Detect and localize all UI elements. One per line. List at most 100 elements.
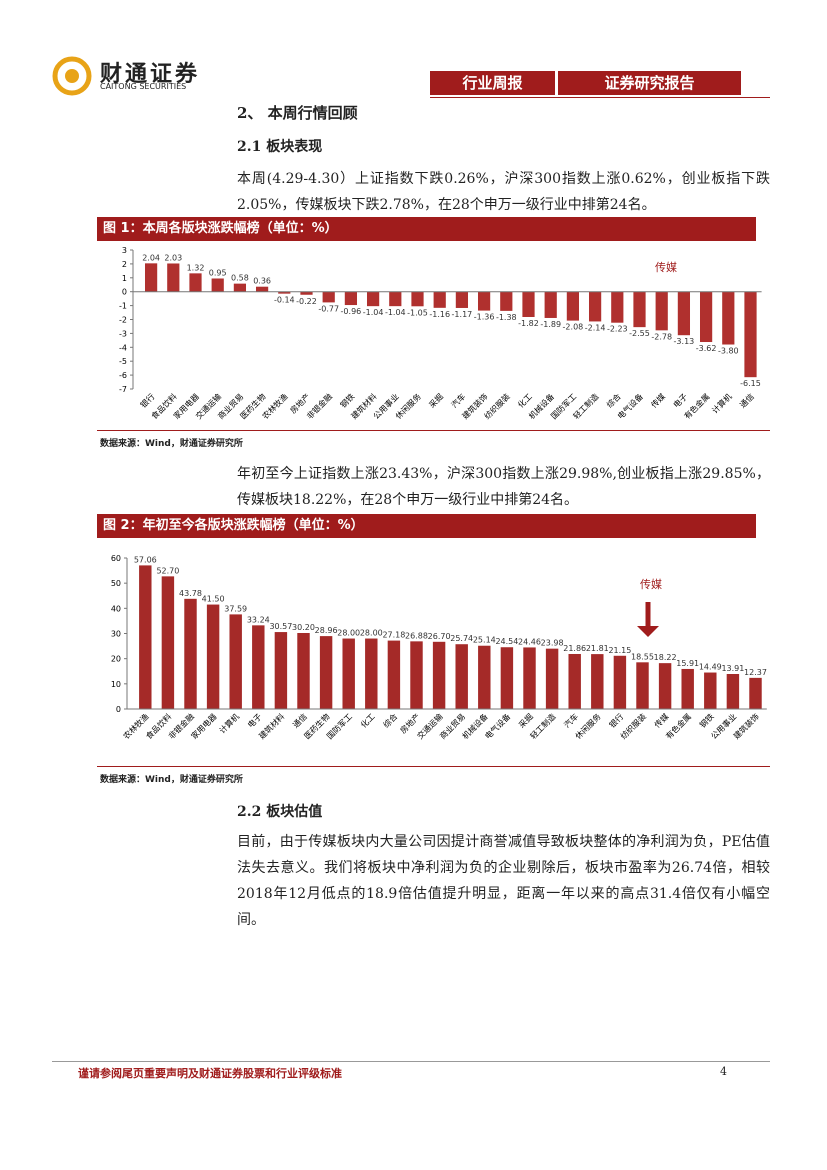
data-label: 28.96 (315, 626, 338, 635)
footer-rule (52, 1061, 770, 1062)
data-label: -1.36 (474, 313, 495, 322)
rule (97, 766, 770, 767)
rule (97, 430, 770, 431)
data-label: -2.08 (563, 323, 584, 332)
data-label: -0.96 (341, 307, 362, 316)
bar (433, 291, 446, 308)
data-label: -2.78 (651, 332, 672, 341)
bar (749, 677, 762, 709)
data-label: -1.89 (540, 320, 561, 329)
data-label: -1.04 (385, 308, 406, 317)
source: 数据来源：Wind，财通证券研究所 (100, 439, 243, 449)
arrow-head (637, 626, 659, 637)
data-label: 21.86 (563, 644, 586, 653)
header-rule (430, 97, 770, 98)
footer-note: 谨请参阅尾页重要声明及财通证券股票和行业评级标准 (78, 1067, 342, 1080)
data-label: 21.81 (586, 644, 609, 653)
bar (252, 625, 265, 709)
bar (677, 291, 691, 336)
data-label: 37.59 (224, 604, 247, 613)
bar (278, 291, 291, 294)
bar (144, 263, 158, 292)
x-tick-label: 银行 (607, 711, 625, 729)
bar (387, 640, 401, 709)
y-tick-label: 20 (111, 655, 121, 664)
x-tick-label: 银行 (138, 391, 156, 409)
data-label: -3.62 (696, 344, 717, 353)
data-label: -3.13 (674, 337, 695, 346)
y-tick-label: -7 (119, 385, 127, 394)
data-label: -2.55 (629, 329, 650, 338)
x-tick-label: 钢铁 (697, 711, 715, 729)
bar (184, 598, 197, 709)
bar (500, 647, 514, 709)
page-number: 4 (720, 1065, 727, 1078)
data-label: -1.05 (407, 308, 428, 317)
y-tick-label: -2 (119, 316, 127, 325)
paragraph: 本周(4.29-4.30）上证指数下跌0.26%，沪深300指数上涨0.62%，… (237, 171, 770, 213)
annotation: 传媒 (655, 261, 677, 274)
data-label: -1.82 (518, 319, 539, 328)
y-tick-label: -4 (119, 343, 127, 352)
bar (522, 291, 535, 317)
data-label: 57.06 (134, 555, 157, 564)
bar (389, 291, 402, 307)
bar (636, 662, 649, 709)
bar (545, 648, 559, 709)
bar (189, 273, 202, 292)
bar (704, 672, 717, 709)
data-label: 41.50 (202, 595, 225, 604)
bar (167, 263, 180, 292)
paragraph: 目前，由于传媒板块内大量公司因提计商誉减值导致板块整体的净利润为负，PE估值法失… (237, 834, 770, 928)
y-tick-label: 0 (116, 705, 121, 714)
bar (744, 291, 757, 378)
data-label: -2.23 (607, 325, 628, 334)
annotation: 传媒 (640, 578, 662, 591)
bar (161, 576, 175, 709)
x-tick-label: 传媒 (649, 391, 667, 409)
data-label: 1.32 (187, 263, 205, 272)
bar (544, 291, 557, 318)
y-tick-label: 50 (111, 579, 121, 588)
bar (342, 638, 355, 709)
y-tick-label: -3 (119, 329, 127, 338)
y-tick-label: 60 (111, 554, 121, 563)
bar (523, 647, 536, 709)
bar (233, 283, 247, 292)
data-label: 12.37 (744, 668, 767, 677)
bar (477, 291, 491, 311)
data-label: 18.55 (631, 652, 654, 661)
data-label: 33.24 (247, 615, 270, 624)
data-label: -2.14 (585, 323, 606, 332)
x-tick-label: 化工 (516, 391, 534, 409)
header-tag: 证券研究报告 (558, 71, 741, 95)
bar (658, 663, 672, 709)
data-label: -0.22 (296, 297, 317, 306)
logo-text: 财通证券 (100, 62, 201, 87)
bar (300, 291, 313, 295)
data-label: 0.36 (253, 277, 271, 286)
bar (699, 291, 713, 343)
y-tick-label: 0 (122, 288, 127, 297)
bar (322, 291, 335, 303)
x-tick-label: 采掘 (517, 711, 535, 729)
bar (655, 291, 668, 331)
bar (255, 286, 269, 292)
data-label: 0.95 (209, 268, 227, 277)
x-tick-label: 电子 (245, 711, 263, 729)
x-tick-label: 综合 (381, 711, 399, 729)
bar (344, 291, 358, 306)
data-label: 13.91 (721, 664, 744, 673)
x-tick-label: 采掘 (427, 391, 445, 409)
x-tick-label: 传媒 (652, 711, 670, 729)
data-label: 25.14 (473, 636, 496, 645)
bar (611, 291, 624, 323)
data-label: 26.70 (428, 632, 451, 641)
data-label: 30.20 (292, 623, 315, 632)
data-label: -3.80 (718, 347, 739, 356)
data-label: 24.54 (495, 637, 518, 646)
data-label: 43.78 (179, 589, 202, 598)
x-tick-label: 综合 (604, 391, 622, 409)
bar (455, 644, 468, 709)
data-label: 14.49 (699, 663, 722, 672)
